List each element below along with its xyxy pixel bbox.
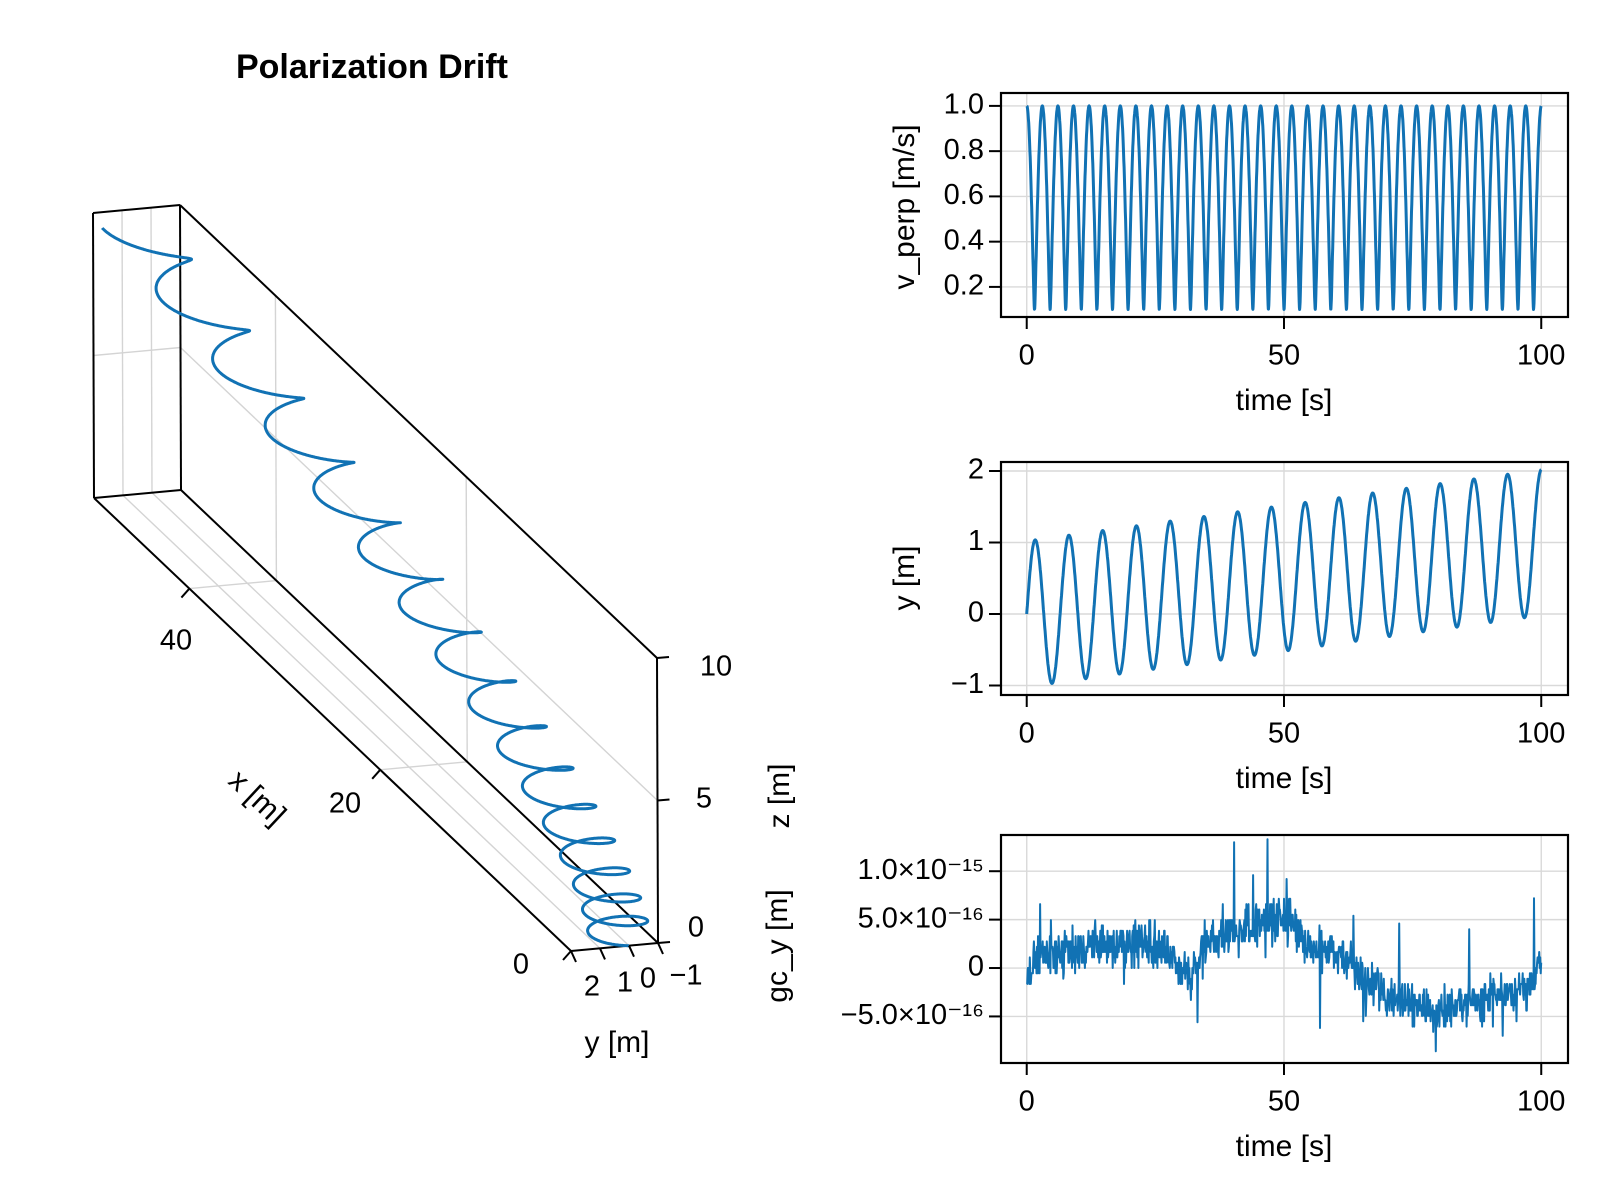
grid-or-tick-line bbox=[371, 769, 381, 780]
grid-or-tick-line bbox=[179, 204, 182, 491]
v_perp-line-series bbox=[1025, 104, 1543, 311]
grid-or-tick-line bbox=[180, 587, 191, 599]
y_pos-y-tick-label: 0 bbox=[968, 597, 984, 629]
grid-or-tick-line bbox=[93, 346, 181, 357]
traj3d-tick-label: 5 bbox=[696, 783, 712, 815]
grid-or-tick-line bbox=[180, 489, 659, 944]
grid-or-tick-line bbox=[562, 950, 572, 961]
traj3d-x-axis-label: x [m] bbox=[222, 764, 292, 832]
gc_y-line-series bbox=[1026, 838, 1543, 1053]
v_perp-y-tick-label: 0.6 bbox=[944, 179, 984, 211]
y-position-y-axis-label: y [m] bbox=[888, 546, 921, 611]
v_perp-y-tick-label: 0.4 bbox=[944, 224, 984, 256]
y_pos-y-tick-label: −1 bbox=[951, 668, 984, 700]
y_pos-y-tick-label: 2 bbox=[968, 454, 984, 486]
y_pos-x-tick-label: 0 bbox=[1019, 718, 1035, 750]
v-perp-y-axis-label: v_perp [m/s] bbox=[888, 124, 921, 289]
gc_y-x-tick-label: 100 bbox=[1517, 1086, 1565, 1118]
v_perp-x-tick-label: 100 bbox=[1517, 340, 1565, 372]
traj3d-y-axis-label: y [m] bbox=[585, 1026, 650, 1059]
gc-y-y-axis-label: gc_y [m] bbox=[761, 889, 794, 1002]
y-position-plot: 0 50 100 −1 0 1 2 bbox=[951, 454, 1570, 750]
grid-or-tick-line bbox=[657, 798, 670, 802]
grid-or-tick-line bbox=[628, 945, 635, 958]
gc-y-plot: 0 50 100 1.0×10⁻¹⁵ 5.0×10⁻¹⁶ 0 −5.0×10⁻¹⁶ bbox=[841, 833, 1570, 1118]
grid-or-tick-line bbox=[180, 346, 658, 802]
grid-or-tick-line bbox=[380, 761, 468, 771]
v_perp-y-tick-label: 1.0 bbox=[944, 89, 984, 121]
gc-y-x-axis-label: time [s] bbox=[1236, 1130, 1333, 1163]
grid-or-tick-line bbox=[93, 497, 572, 952]
traj3d-tick-label: 0 bbox=[513, 949, 529, 981]
traj3d-tick-label: 20 bbox=[329, 788, 361, 820]
grid-or-tick-line bbox=[92, 212, 95, 499]
figure-title: Polarization Drift bbox=[236, 48, 508, 86]
v-perp-x-axis-label: time [s] bbox=[1236, 384, 1333, 417]
gc_y-y-tick-label: −5.0×10⁻¹⁶ bbox=[841, 999, 984, 1031]
traj3d-tick-label: 1 bbox=[617, 967, 633, 999]
y_pos-x-tick-label: 100 bbox=[1517, 718, 1565, 750]
grid-or-tick-line bbox=[93, 489, 182, 499]
v_perp-y-tick-label: 0.8 bbox=[944, 134, 984, 166]
gc_y-y-tick-label: 5.0×10⁻¹⁶ bbox=[858, 902, 984, 934]
traj3d-tick-label: 40 bbox=[160, 625, 192, 657]
grid-or-tick-line bbox=[151, 492, 630, 947]
y_pos-x-tick-label: 50 bbox=[1268, 718, 1300, 750]
y_pos-y-tick-label: 1 bbox=[968, 525, 984, 557]
traj3d-tick-label: −1 bbox=[669, 960, 702, 992]
gc_y-y-tick-label: 0 bbox=[968, 951, 984, 983]
y_pos-line-series bbox=[1025, 468, 1543, 685]
traj3d-tick-label: 2 bbox=[584, 971, 600, 1003]
traj3d-tick-label: 10 bbox=[700, 651, 732, 683]
gc_y-x-tick-label: 0 bbox=[1019, 1086, 1035, 1118]
grid-or-tick-line bbox=[189, 579, 277, 590]
v-perp-plot: 0 50 100 0.2 0.4 0.6 0.8 1.0 bbox=[944, 89, 1570, 372]
grid-or-tick-line bbox=[657, 941, 671, 944]
grid-or-tick-line bbox=[122, 494, 601, 949]
traj3d-tick-label: 0 bbox=[688, 912, 704, 944]
y-position-x-axis-label: time [s] bbox=[1236, 762, 1333, 795]
grid-or-tick-line bbox=[179, 204, 658, 659]
v_perp-x-tick-label: 0 bbox=[1019, 340, 1035, 372]
traj3d-tick-label: 0 bbox=[640, 963, 656, 995]
traj3d-z-axis-label: z [m] bbox=[763, 764, 796, 829]
grid-or-tick-line bbox=[657, 942, 664, 955]
grid-or-tick-line bbox=[92, 204, 181, 214]
grid-or-tick-line bbox=[570, 942, 659, 952]
gc_y-y-tick-label: 1.0×10⁻¹⁵ bbox=[858, 854, 985, 886]
grid-or-tick-line bbox=[570, 950, 577, 963]
gc_y-x-tick-label: 50 bbox=[1268, 1086, 1300, 1118]
trajectory-3d-line bbox=[101, 227, 650, 948]
v_perp-y-tick-label: 0.2 bbox=[944, 270, 984, 302]
grid-or-tick-line bbox=[656, 656, 670, 659]
v_perp-x-tick-label: 50 bbox=[1268, 340, 1300, 372]
grid-or-tick-line bbox=[599, 947, 606, 960]
